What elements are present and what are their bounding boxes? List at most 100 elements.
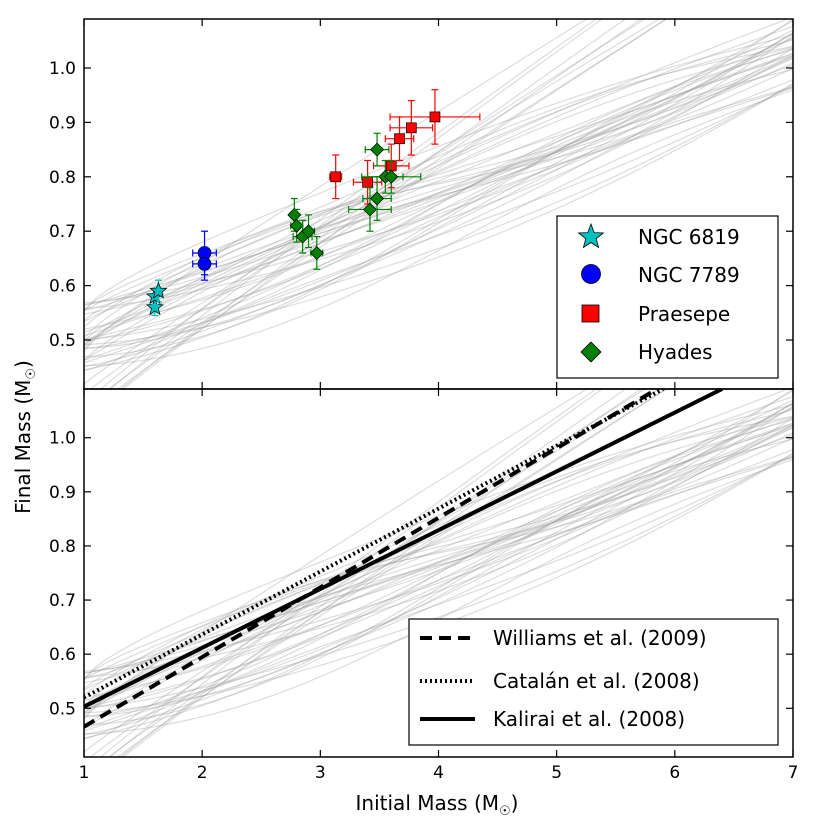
square-marker (394, 133, 405, 145)
model-curve (84, 86, 793, 340)
square-marker (405, 122, 417, 134)
legend-label-catalan: Catalán et al. (2008) (493, 669, 700, 693)
axis-ticks: 0.5 0.6 0.7 0.8 0.9 1.0 0.5 0.6 0.7 0.8 0.9 1.0 1 2 3 4… (49, 19, 798, 783)
data-point (384, 116, 415, 162)
model-curve (116, 19, 668, 389)
diamond-marker (370, 191, 385, 206)
model-curve (107, 389, 668, 757)
model-curve (84, 456, 793, 705)
legend-square-icon (581, 304, 600, 323)
data-point (192, 246, 217, 281)
model-curve (109, 389, 603, 757)
diamond-marker (301, 224, 316, 239)
model-curve (84, 89, 793, 367)
circle-marker (197, 257, 212, 271)
model-curve (84, 426, 793, 707)
model-curve (84, 395, 793, 717)
top-y-tick-label: 0.9 (49, 113, 76, 133)
diamond-marker (309, 245, 324, 260)
legend-circle-icon (581, 264, 601, 284)
model-curve (84, 36, 793, 349)
legend-label-ngc6819: NGC 6819 (638, 225, 740, 249)
data-point (362, 176, 392, 221)
model-curve (84, 424, 793, 684)
x-axis-title: Initial Mass (M☉) (356, 791, 519, 819)
star-marker (149, 281, 168, 299)
model-curve (84, 29, 793, 358)
model-curve (84, 390, 793, 709)
model-curve (109, 19, 603, 389)
model-curve (84, 35, 793, 367)
model-curve (84, 401, 793, 718)
model-curve (84, 87, 793, 337)
bottom-legend: Williams et al. (2009) Catalán et al. (2… (408, 618, 779, 746)
legend-label-williams: Williams et al. (2009) (493, 626, 707, 650)
bottom-relation-lines (84, 389, 723, 729)
data-point (149, 279, 168, 303)
model-curve (84, 19, 793, 305)
model-curve (116, 389, 668, 757)
model-curve (84, 19, 661, 385)
model-curve (84, 455, 793, 740)
model-curve (84, 47, 793, 309)
legend-label-praesepe: Praesepe (638, 302, 730, 326)
x-tick-label: 7 (788, 763, 799, 783)
model-curve (119, 389, 627, 757)
model-curve (84, 83, 793, 341)
diamond-marker (362, 202, 377, 217)
model-curve (84, 83, 793, 346)
model-curve (84, 46, 793, 342)
model-curve (107, 19, 668, 389)
model-curve (121, 19, 643, 389)
data-point (329, 154, 343, 200)
model-curve (84, 389, 588, 715)
model-curve (84, 424, 793, 672)
diamond-marker (384, 169, 399, 184)
x-tick-label: 2 (197, 763, 208, 783)
data-point (364, 132, 390, 167)
model-curve (84, 422, 793, 739)
model-curve (100, 389, 598, 757)
top-data-points (145, 89, 481, 317)
model-curve (84, 456, 793, 708)
square-marker (330, 171, 342, 183)
model-curve (84, 448, 793, 691)
bottom-y-tick-label: 1.0 (49, 429, 76, 449)
model-curve (84, 55, 793, 333)
model-curve (84, 54, 793, 315)
x-tick-label: 3 (315, 763, 326, 783)
legend-diamond-icon (580, 341, 602, 363)
model-curve (84, 415, 793, 679)
model-curve (84, 418, 793, 732)
legend-star-icon (577, 222, 605, 249)
star-marker (145, 297, 164, 316)
x-tick-label: 1 (79, 763, 90, 783)
relation-line-solid (84, 389, 723, 709)
model-curve (84, 47, 793, 361)
model-curve (84, 437, 793, 696)
bottom-y-tick-label: 0.5 (49, 699, 76, 719)
data-point (309, 236, 324, 270)
model-curve (84, 399, 793, 726)
legend-label-ngc7789: NGC 7789 (638, 263, 740, 287)
model-curve (84, 32, 793, 349)
model-curve (84, 25, 793, 349)
model-curve (84, 406, 793, 717)
x-tick-label: 6 (669, 763, 680, 783)
model-curve (84, 57, 793, 312)
bottom-y-tick-label: 0.8 (49, 537, 76, 557)
model-curve (84, 20, 793, 341)
model-curve (89, 19, 646, 389)
data-point (389, 89, 481, 145)
x-tick-label: 5 (551, 763, 562, 783)
model-curve (84, 438, 793, 699)
bottom-y-tick-label: 0.9 (49, 483, 76, 503)
model-curve (84, 405, 793, 736)
model-curve (84, 54, 793, 304)
model-curve (84, 48, 793, 364)
bottom-y-tick-label: 0.7 (49, 591, 76, 611)
model-curve (84, 85, 793, 372)
model-curve (84, 427, 793, 680)
diamond-marker (289, 218, 304, 233)
